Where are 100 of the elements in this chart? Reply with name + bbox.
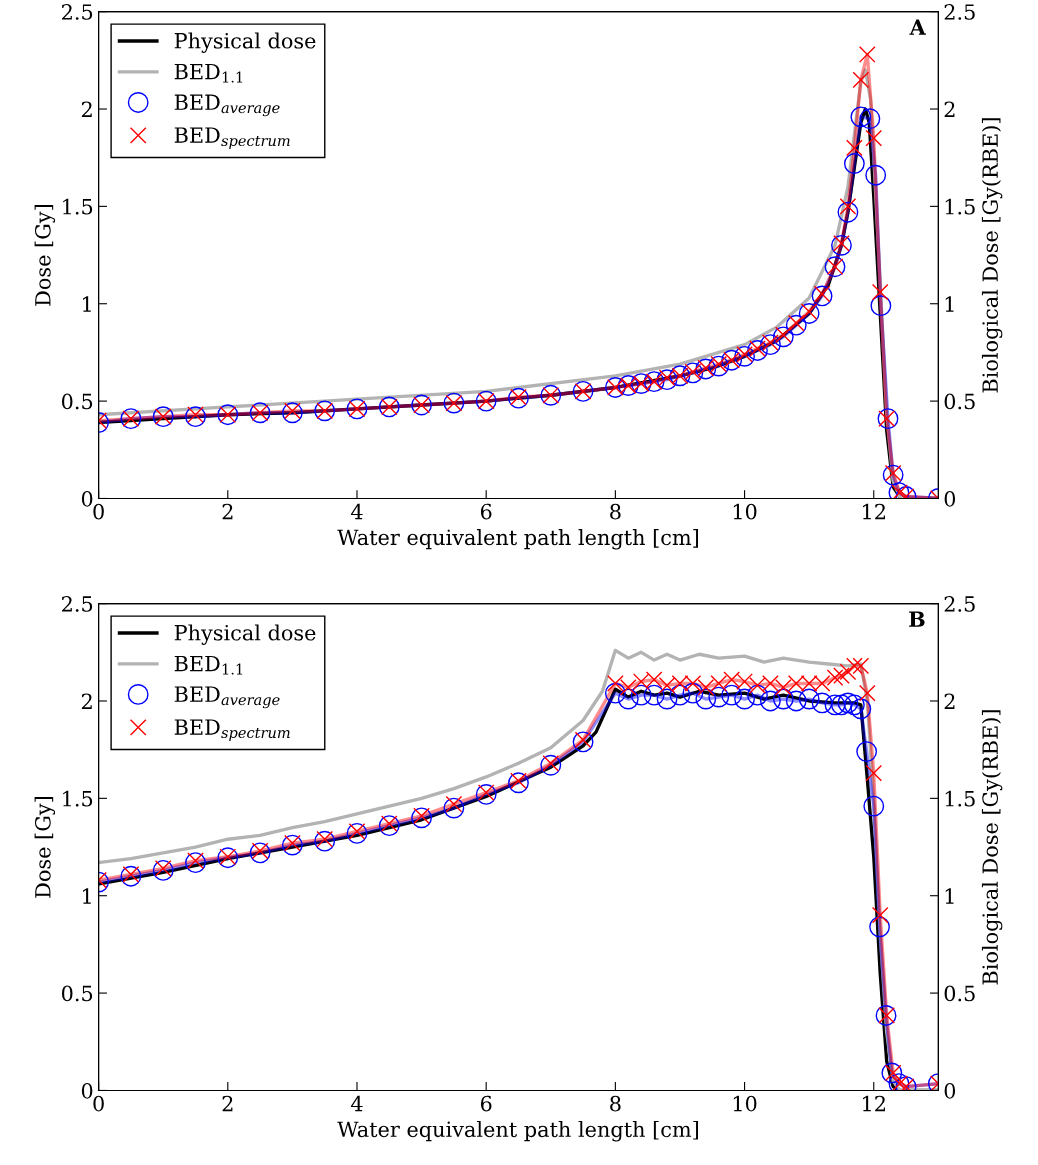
point: [871, 283, 889, 301]
point: [656, 688, 678, 710]
point: [697, 679, 715, 696]
point: [858, 684, 876, 702]
x-tick-label: 12: [863, 503, 885, 520]
point: [708, 686, 730, 708]
y2-tick-label: 1: [945, 888, 954, 904]
legend-label: Physical dose: [174, 32, 316, 53]
legend-label: BED$_{spectrum}$: [174, 719, 290, 741]
y2-tick-label: 1: [945, 296, 954, 312]
point: [826, 669, 844, 686]
y2-tick-label: 0: [944, 1082, 956, 1099]
point: [669, 684, 691, 706]
point: [871, 906, 889, 924]
point: [734, 688, 755, 710]
y-tick-label: 0.5: [61, 985, 93, 1002]
y-tick-label: 2.5: [62, 4, 93, 20]
annotation: A: [909, 19, 926, 35]
point: [617, 688, 639, 710]
point: [856, 741, 878, 763]
y-tick-label: 1: [83, 888, 91, 904]
x-tick-label: 10: [733, 1095, 757, 1112]
point: [850, 698, 872, 720]
legend-label: BED$_{1.1}$: [174, 63, 243, 83]
point: [865, 164, 887, 186]
point: [759, 690, 781, 712]
point: [852, 657, 870, 675]
point: [846, 139, 863, 157]
y-tick-label: 0: [81, 1082, 93, 1099]
legend-label: BED$_{spectrum}$: [174, 127, 290, 149]
point: [695, 688, 717, 710]
x-tick-label: 2: [222, 1095, 233, 1112]
x-axis-title: Water equivalent path length [cm]: [337, 529, 698, 550]
point: [774, 679, 792, 696]
point: [869, 916, 890, 938]
legend-label: BED$_{average}$: [174, 686, 280, 709]
point: [682, 682, 704, 704]
y2-axis-title: Biological Dose [Gy(RBE)]: [981, 118, 1003, 393]
x-tick-label: 4: [351, 1095, 363, 1112]
point: [378, 815, 400, 837]
point: [858, 46, 876, 63]
legend-label: Physical dose: [174, 624, 316, 645]
point: [863, 795, 885, 817]
x-tick-label: 8: [610, 1095, 621, 1112]
point: [839, 663, 857, 681]
point: [852, 71, 870, 89]
point: [798, 688, 820, 710]
y-tick-label: 2: [81, 101, 92, 117]
point: [865, 764, 883, 782]
point: [837, 692, 859, 714]
y2-tick-label: 1.5: [945, 790, 975, 807]
x-tick-label: 6: [480, 1095, 492, 1112]
x-axis-title: Water equivalent path length [cm]: [337, 1121, 698, 1142]
point: [772, 688, 794, 710]
point: [604, 682, 626, 704]
x-tick-label: 10: [733, 503, 757, 520]
point: [185, 852, 206, 874]
point: [846, 657, 863, 675]
point: [811, 692, 833, 714]
point: [630, 684, 652, 706]
point: [843, 694, 865, 716]
y-tick-label: 1.5: [63, 790, 93, 807]
point: [187, 852, 204, 869]
point: [380, 815, 398, 832]
y2-tick-label: 2.5: [944, 4, 975, 20]
point: [870, 295, 892, 317]
legend-label: BED$_{1.1}$: [174, 655, 243, 675]
x-tick-label: 8: [610, 503, 621, 520]
y2-tick-label: 2: [944, 693, 955, 709]
y2-tick-label: 2: [944, 101, 955, 117]
y2-tick-label: 1.5: [945, 198, 975, 215]
y-axis-title: Dose [Gy]: [34, 797, 56, 898]
point: [837, 201, 859, 223]
y-tick-label: 2: [81, 693, 92, 709]
point: [833, 667, 850, 685]
y-axis-title: Dose [Gy]: [34, 205, 56, 306]
x-tick-label: 4: [351, 503, 363, 520]
y2-tick-label: 0: [944, 490, 956, 507]
point: [824, 694, 846, 716]
point: [619, 679, 637, 696]
y2-tick-label: 0.5: [944, 393, 975, 410]
legend-label: BED$_{average}$: [174, 94, 280, 117]
point: [747, 684, 768, 706]
point: [443, 797, 465, 819]
x-tick-label: 6: [480, 503, 492, 520]
point: [831, 694, 852, 716]
y-tick-label: 1: [83, 296, 91, 312]
y-tick-label: 0.5: [61, 393, 93, 410]
point: [785, 690, 807, 712]
point: [850, 106, 872, 128]
annotation: B: [909, 611, 925, 627]
point: [865, 129, 883, 147]
point: [445, 795, 463, 813]
point: [721, 684, 743, 706]
point: [839, 198, 857, 215]
point: [843, 153, 865, 174]
y2-tick-label: 0.5: [944, 985, 975, 1002]
point: [643, 684, 665, 706]
y-tick-label: 0: [81, 490, 93, 507]
point: [607, 675, 624, 692]
